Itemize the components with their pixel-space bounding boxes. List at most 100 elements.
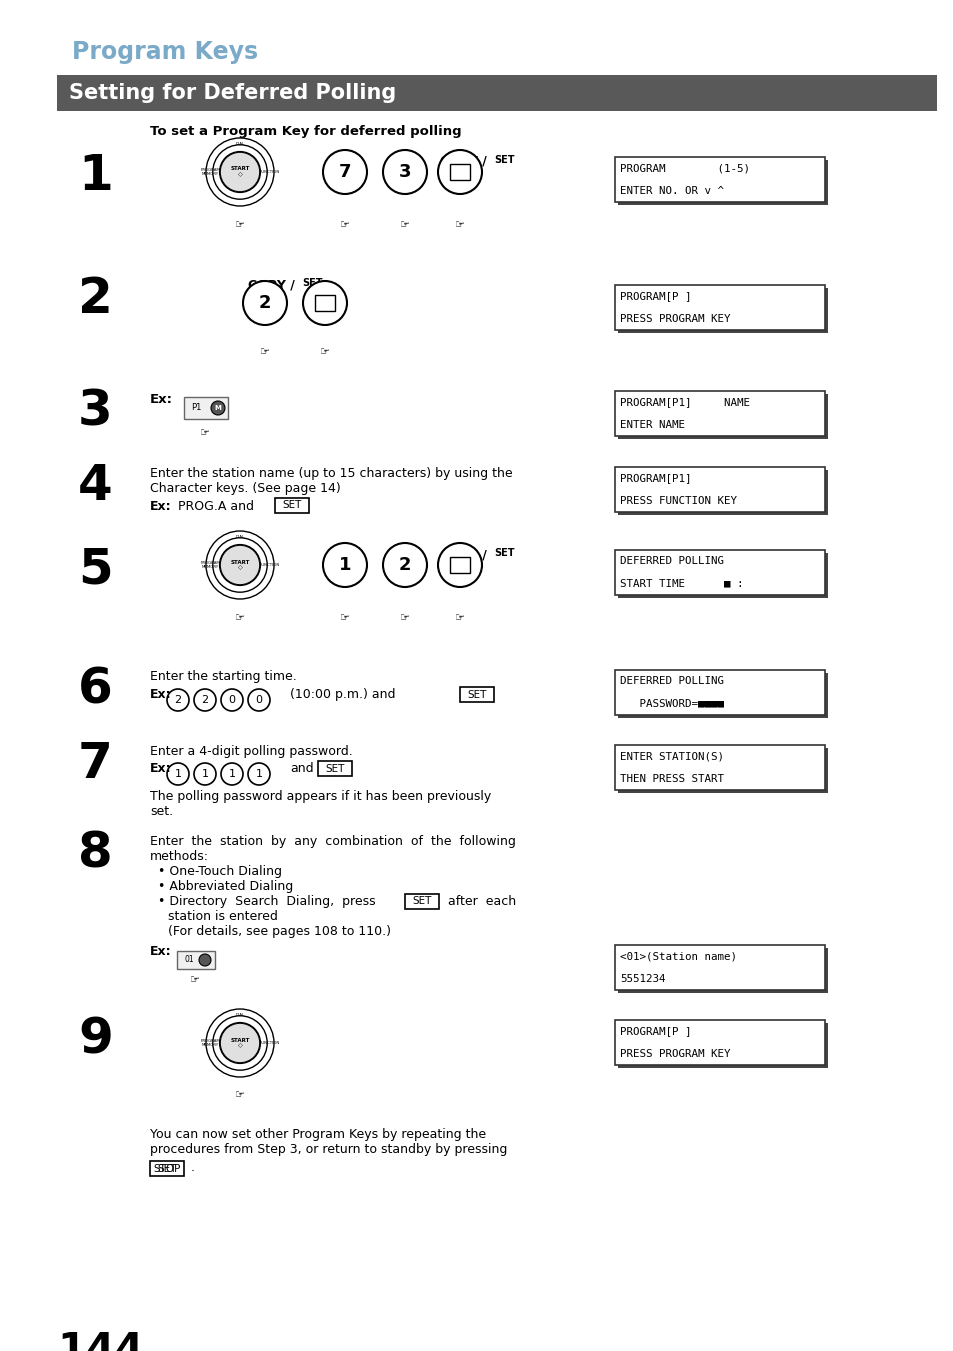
Text: 01: 01 bbox=[185, 955, 194, 965]
Text: START: START bbox=[230, 559, 250, 565]
Text: 0: 0 bbox=[255, 694, 262, 705]
Text: SET: SET bbox=[302, 278, 322, 288]
Text: M: M bbox=[214, 405, 221, 411]
FancyBboxPatch shape bbox=[618, 1023, 827, 1069]
Text: • Directory  Search  Dialing,  press: • Directory Search Dialing, press bbox=[158, 894, 375, 908]
Text: 1: 1 bbox=[78, 153, 112, 200]
FancyBboxPatch shape bbox=[459, 688, 494, 703]
FancyBboxPatch shape bbox=[618, 288, 827, 332]
Text: (For details, see pages 108 to 110.): (For details, see pages 108 to 110.) bbox=[168, 925, 391, 938]
Text: station is entered: station is entered bbox=[168, 911, 277, 923]
Text: 2: 2 bbox=[258, 295, 271, 312]
Text: START TIME      ■ :: START TIME ■ : bbox=[619, 578, 742, 589]
Text: The polling password appears if it has been previously: The polling password appears if it has b… bbox=[150, 790, 491, 802]
Text: Enter the starting time.: Enter the starting time. bbox=[150, 670, 296, 684]
Text: 2: 2 bbox=[174, 694, 181, 705]
FancyBboxPatch shape bbox=[615, 944, 824, 990]
Text: 2: 2 bbox=[398, 557, 411, 574]
Text: • One-Touch Dialing: • One-Touch Dialing bbox=[158, 865, 282, 878]
Text: ☞: ☞ bbox=[339, 613, 350, 623]
Text: 2: 2 bbox=[201, 694, 209, 705]
Text: SET: SET bbox=[412, 897, 432, 907]
Text: PROGRAM
MEMORY: PROGRAM MEMORY bbox=[200, 561, 220, 569]
Text: ☞: ☞ bbox=[190, 975, 200, 985]
FancyBboxPatch shape bbox=[615, 744, 824, 790]
Text: ◇: ◇ bbox=[237, 1043, 242, 1048]
FancyBboxPatch shape bbox=[615, 157, 824, 203]
Text: PRESS PROGRAM KEY: PRESS PROGRAM KEY bbox=[619, 313, 730, 324]
FancyBboxPatch shape bbox=[615, 285, 824, 330]
Circle shape bbox=[437, 150, 481, 195]
Text: PROGRAM
MEMORY: PROGRAM MEMORY bbox=[200, 168, 220, 176]
Text: PROGRAM        (1-5): PROGRAM (1-5) bbox=[619, 163, 749, 173]
Text: Enter  the  station  by  any  combination  of  the  following: Enter the station by any combination of … bbox=[150, 835, 516, 848]
Text: Ex:: Ex: bbox=[150, 688, 172, 701]
Circle shape bbox=[382, 543, 427, 586]
Circle shape bbox=[220, 546, 259, 585]
Text: 0: 0 bbox=[229, 694, 235, 705]
Text: Enter the station name (up to 15 characters) by using the: Enter the station name (up to 15 charact… bbox=[150, 467, 512, 480]
FancyBboxPatch shape bbox=[184, 397, 228, 419]
FancyBboxPatch shape bbox=[314, 296, 335, 311]
Text: Ex:: Ex: bbox=[150, 762, 172, 775]
Text: PROG.A and: PROG.A and bbox=[178, 500, 253, 513]
Text: STOP: STOP bbox=[153, 1163, 180, 1174]
Text: Ex:: Ex: bbox=[150, 944, 172, 958]
Text: set.: set. bbox=[150, 805, 172, 817]
Text: PROGRAM
MEMORY: PROGRAM MEMORY bbox=[200, 1039, 220, 1047]
Text: DEFERRED POLLING: DEFERRED POLLING bbox=[619, 677, 723, 686]
FancyBboxPatch shape bbox=[615, 467, 824, 512]
Text: COPY /: COPY / bbox=[439, 155, 491, 168]
FancyBboxPatch shape bbox=[618, 948, 827, 993]
Text: PROGRAM[P1]     NAME: PROGRAM[P1] NAME bbox=[619, 397, 749, 407]
Circle shape bbox=[303, 281, 347, 326]
FancyBboxPatch shape bbox=[618, 470, 827, 515]
FancyBboxPatch shape bbox=[618, 553, 827, 598]
Text: ◇: ◇ bbox=[237, 173, 242, 177]
Text: DIAL: DIAL bbox=[235, 1013, 244, 1017]
Text: <01>(Station name): <01>(Station name) bbox=[619, 951, 737, 962]
Text: You can now set other Program Keys by repeating the: You can now set other Program Keys by re… bbox=[150, 1128, 486, 1142]
Text: SET: SET bbox=[467, 689, 486, 700]
Text: ☞: ☞ bbox=[200, 428, 210, 438]
Text: 7: 7 bbox=[78, 740, 112, 788]
Text: .: . bbox=[191, 1161, 194, 1174]
Text: 9: 9 bbox=[78, 1015, 112, 1063]
Text: SET: SET bbox=[157, 1163, 176, 1174]
Text: COPY /: COPY / bbox=[439, 549, 491, 561]
Text: Enter a 4-digit polling password.: Enter a 4-digit polling password. bbox=[150, 744, 353, 758]
Text: FUNCTION: FUNCTION bbox=[259, 1042, 280, 1046]
FancyBboxPatch shape bbox=[618, 673, 827, 717]
Text: Setting for Deferred Polling: Setting for Deferred Polling bbox=[69, 82, 395, 103]
Circle shape bbox=[243, 281, 287, 326]
Text: 3: 3 bbox=[398, 163, 411, 181]
Text: ☞: ☞ bbox=[399, 613, 410, 623]
FancyBboxPatch shape bbox=[450, 558, 470, 573]
Text: PROGRAM[P ]: PROGRAM[P ] bbox=[619, 292, 691, 301]
Circle shape bbox=[323, 543, 367, 586]
FancyBboxPatch shape bbox=[618, 748, 827, 793]
Text: ENTER NAME: ENTER NAME bbox=[619, 420, 684, 430]
Text: 4: 4 bbox=[78, 462, 112, 509]
Circle shape bbox=[199, 954, 211, 966]
FancyBboxPatch shape bbox=[177, 951, 214, 969]
Text: ☞: ☞ bbox=[399, 220, 410, 230]
Text: To set a Program Key for deferred polling: To set a Program Key for deferred pollin… bbox=[150, 126, 461, 138]
Text: ☞: ☞ bbox=[234, 613, 245, 623]
Text: P1: P1 bbox=[191, 404, 201, 412]
Text: SET: SET bbox=[494, 549, 514, 558]
Text: ENTER STATION(S): ENTER STATION(S) bbox=[619, 751, 723, 761]
Text: procedures from Step 3, or return to standby by pressing: procedures from Step 3, or return to sta… bbox=[150, 1143, 507, 1156]
Circle shape bbox=[382, 150, 427, 195]
Circle shape bbox=[220, 1023, 259, 1063]
Text: ☞: ☞ bbox=[260, 347, 270, 357]
FancyBboxPatch shape bbox=[274, 499, 309, 513]
Text: ENTER NO. OR v ^: ENTER NO. OR v ^ bbox=[619, 185, 723, 196]
Text: methods:: methods: bbox=[150, 850, 209, 863]
Text: PROGRAM[P ]: PROGRAM[P ] bbox=[619, 1027, 691, 1036]
Text: ◇: ◇ bbox=[237, 566, 242, 570]
Circle shape bbox=[211, 401, 225, 415]
Text: SET: SET bbox=[282, 500, 301, 511]
FancyBboxPatch shape bbox=[150, 1161, 184, 1175]
Text: 1: 1 bbox=[201, 769, 209, 780]
